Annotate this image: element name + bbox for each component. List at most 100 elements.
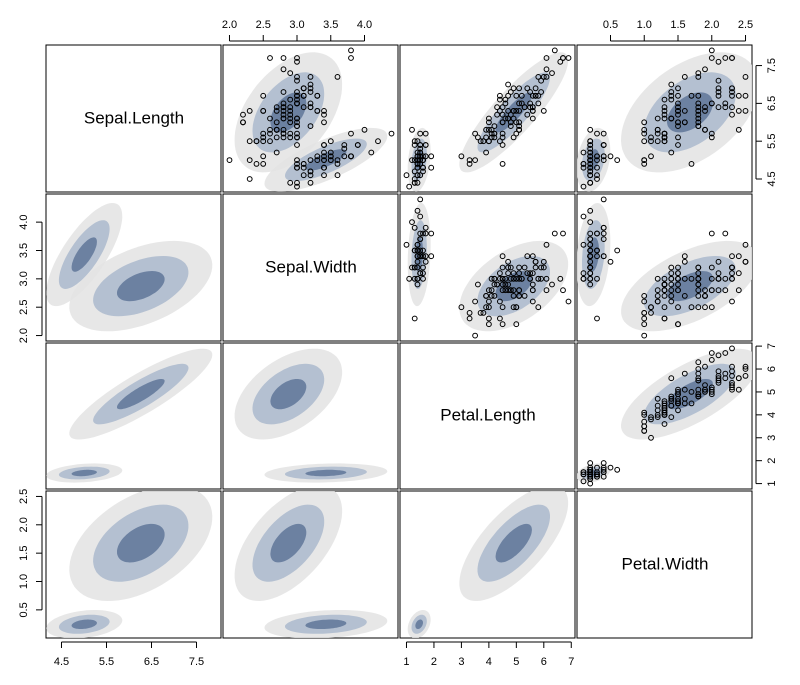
point [414, 138, 421, 145]
point [417, 236, 424, 243]
point [688, 304, 695, 311]
density-contour-c0-l2 [71, 237, 97, 272]
point [507, 275, 514, 282]
point [513, 119, 520, 126]
point [729, 379, 735, 386]
point [502, 96, 509, 103]
point [294, 134, 300, 141]
point [414, 253, 421, 260]
point [715, 352, 722, 359]
point [641, 138, 648, 145]
point [486, 315, 492, 322]
point [253, 138, 260, 145]
density-contour-c0-l2 [305, 469, 347, 477]
point [486, 287, 492, 294]
point [695, 359, 702, 366]
point [403, 241, 410, 248]
point [529, 92, 536, 99]
point [321, 164, 327, 171]
point [535, 74, 542, 80]
point [661, 315, 668, 322]
point [321, 149, 327, 156]
point [411, 179, 418, 186]
point [708, 391, 715, 398]
point [729, 92, 735, 99]
point [307, 81, 314, 88]
point [287, 96, 294, 103]
point [675, 100, 681, 107]
point [417, 130, 424, 137]
point [587, 168, 594, 175]
point [294, 142, 300, 148]
point [403, 172, 410, 179]
diagonal-labels-layer: Sepal.Length Sepal.Width Petal.Length Pe… [84, 108, 709, 573]
point [557, 58, 564, 65]
point [708, 230, 715, 237]
point [661, 130, 668, 137]
point [488, 275, 495, 282]
point [348, 153, 354, 160]
point [587, 253, 594, 260]
panel-r2-c0 [45, 342, 222, 490]
point [414, 281, 421, 288]
point [648, 310, 654, 316]
tick-label: 0.5 [18, 602, 30, 617]
point [529, 298, 536, 305]
tick-label: 2.0 [18, 517, 30, 532]
point [280, 104, 287, 111]
point [518, 92, 525, 99]
point [516, 123, 522, 129]
point [688, 92, 695, 99]
point [529, 104, 536, 111]
point [280, 55, 287, 61]
point [472, 332, 479, 339]
point [409, 219, 415, 226]
density-contour-c1-l2 [117, 379, 165, 410]
point [499, 142, 506, 148]
point [587, 275, 594, 282]
point [497, 92, 503, 99]
point [280, 111, 287, 118]
point [414, 179, 421, 186]
point [681, 293, 688, 299]
point [510, 134, 517, 141]
point [587, 469, 594, 476]
point [614, 247, 621, 254]
point [280, 108, 287, 114]
density-contour-c0-l2 [587, 237, 599, 272]
point [521, 293, 528, 299]
point [341, 153, 348, 160]
point [246, 176, 253, 182]
point [641, 119, 648, 126]
point [702, 363, 708, 370]
point [549, 281, 555, 288]
point [294, 55, 300, 61]
point [488, 293, 495, 299]
point [594, 471, 600, 478]
tick-label: 6 [541, 656, 547, 668]
point [307, 100, 314, 107]
point [414, 247, 421, 254]
point [267, 130, 273, 137]
axis-bottom-sepal-length: 4.5 5.5 6.5 7.5 [54, 641, 204, 668]
point [594, 164, 600, 171]
point [466, 315, 473, 322]
point [702, 108, 708, 114]
point [488, 287, 495, 294]
point [529, 281, 536, 288]
tick-label: 7 [766, 343, 778, 349]
point [708, 130, 715, 137]
point [675, 92, 681, 99]
point [675, 398, 681, 405]
point [695, 393, 702, 400]
tick-label: 2.5 [18, 489, 30, 504]
point [715, 104, 722, 111]
point [499, 275, 506, 282]
point [580, 471, 587, 478]
panel-r1-c3 [576, 193, 753, 342]
point [641, 412, 648, 418]
point [543, 275, 550, 282]
point [715, 287, 722, 294]
point [527, 104, 533, 111]
point [294, 89, 300, 95]
